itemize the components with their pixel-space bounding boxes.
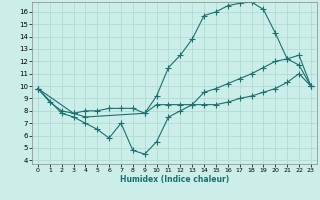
X-axis label: Humidex (Indice chaleur): Humidex (Indice chaleur) (120, 175, 229, 184)
